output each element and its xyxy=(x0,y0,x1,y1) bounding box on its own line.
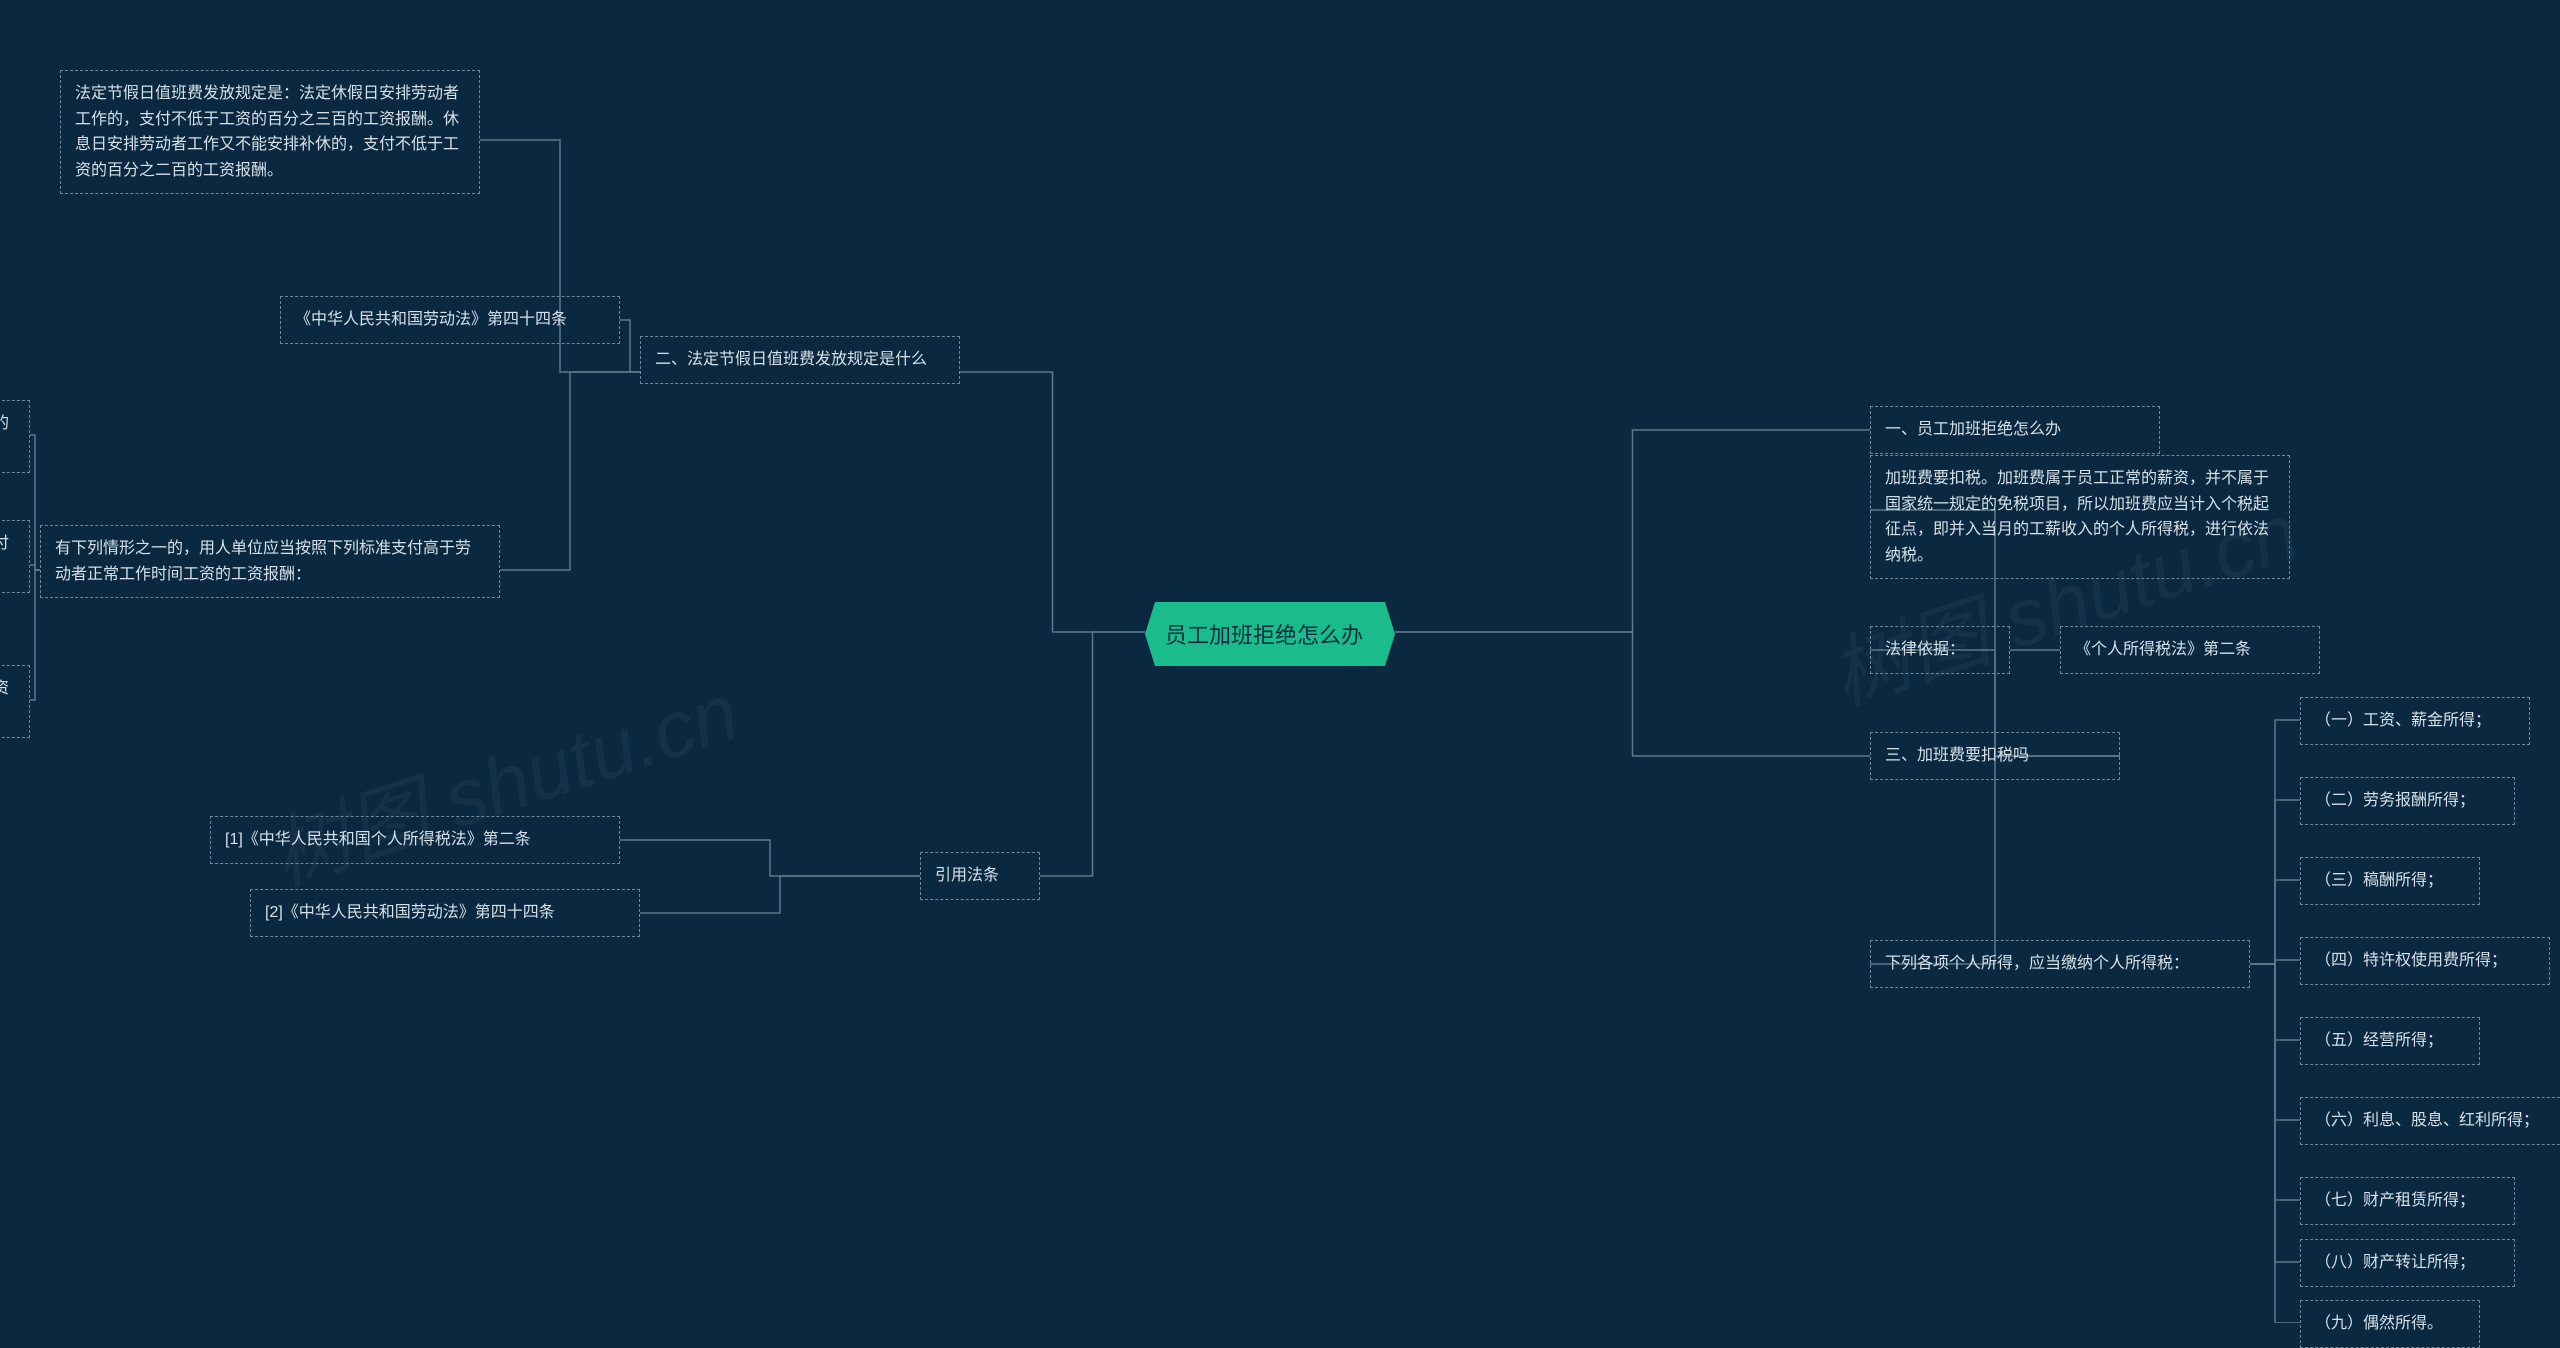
mindmap-node: 二、法定节假日值班费发放规定是什么 xyxy=(640,336,960,384)
mindmap-node: 《中华人民共和国劳动法》第四十四条 xyxy=(280,296,620,344)
mindmap-node: （三）稿酬所得； xyxy=(2300,857,2480,905)
watermark-1: 树图 shutu.cn xyxy=(254,648,751,908)
mindmap-node: （一）工资、薪金所得； xyxy=(2300,697,2530,745)
mindmap-node: （八）财产转让所得； xyxy=(2300,1239,2515,1287)
mindmap-node: 三、加班费要扣税吗 xyxy=(1870,732,2120,780)
mindmap-node: 引用法条 xyxy=(920,852,1040,900)
mindmap-node: [2]《中华人民共和国劳动法》第四十四条 xyxy=(250,889,640,937)
mindmap-node: [1]《中华人民共和国个人所得税法》第二条 xyxy=(210,816,620,864)
mindmap-node: 法定节假日值班费发放规定是：法定休假日安排劳动者工作的，支付不低于工资的百分之三… xyxy=(60,70,480,194)
mindmap-node: （一）安排劳动者延长工作时间的，支付不低于工资的百分之一百五十的工资报酬； xyxy=(0,400,30,473)
mindmap-node: （五）经营所得； xyxy=(2300,1017,2480,1065)
mindmap-node: （九）偶然所得。 xyxy=(2300,1300,2480,1348)
mindmap-node: （三）法定休假日安排劳动者工作的，支付不低于工资的百分之三百的工资报酬。 xyxy=(0,665,30,738)
mindmap-node: 法律依据： xyxy=(1870,626,2010,674)
mindmap-node: 一、员工加班拒绝怎么办 xyxy=(1870,406,2160,454)
mindmap-node: （二）休息日安排劳动者工作又不能安排补休的，支付不低于工资的百分之二百的工资报酬… xyxy=(0,520,30,593)
mindmap-node: 下列各项个人所得，应当缴纳个人所得税： xyxy=(1870,940,2250,988)
mindmap-node: 加班费要扣税。加班费属于员工正常的薪资，并不属于国家统一规定的免税项目，所以加班… xyxy=(1870,455,2290,579)
mindmap-node: （二）劳务报酬所得； xyxy=(2300,777,2515,825)
mindmap-node: （六）利息、股息、红利所得； xyxy=(2300,1097,2560,1145)
mindmap-node: 有下列情形之一的，用人单位应当按照下列标准支付高于劳动者正常工作时间工资的工资报… xyxy=(40,525,500,598)
root-node: 员工加班拒绝怎么办 xyxy=(1145,602,1395,666)
mindmap-node: 《个人所得税法》第二条 xyxy=(2060,626,2320,674)
mindmap-node: （四）特许权使用费所得； xyxy=(2300,937,2550,985)
mindmap-node: （七）财产租赁所得； xyxy=(2300,1177,2515,1225)
